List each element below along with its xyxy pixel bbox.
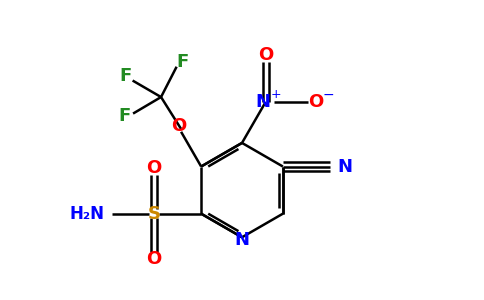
Text: F: F xyxy=(176,53,188,71)
Text: S: S xyxy=(148,205,161,223)
Text: N: N xyxy=(235,231,249,249)
Text: O: O xyxy=(258,46,273,64)
Text: F: F xyxy=(119,107,131,125)
Text: O: O xyxy=(308,93,324,111)
Text: H₂N: H₂N xyxy=(69,205,105,223)
Text: O: O xyxy=(146,250,162,268)
Text: N: N xyxy=(337,158,352,175)
Text: O: O xyxy=(146,159,162,177)
Text: N: N xyxy=(256,93,271,111)
Text: O: O xyxy=(171,117,186,135)
Text: F: F xyxy=(120,67,132,85)
Text: +: + xyxy=(271,88,281,101)
Text: −: − xyxy=(322,88,334,102)
